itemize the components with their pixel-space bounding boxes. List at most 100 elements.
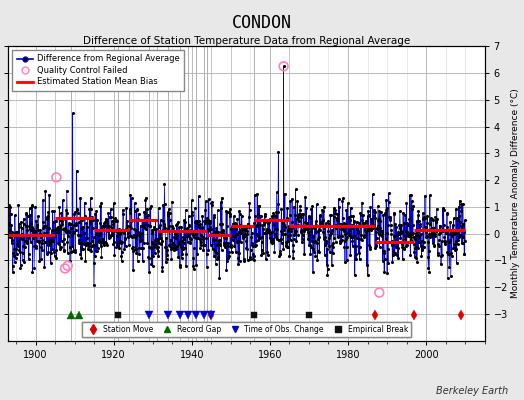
Point bbox=[121, 235, 129, 241]
Point bbox=[355, 250, 363, 256]
Point bbox=[310, 239, 318, 246]
Point bbox=[197, 232, 205, 238]
Point bbox=[340, 244, 348, 250]
Point bbox=[272, 189, 281, 196]
Point bbox=[117, 229, 125, 236]
Point bbox=[429, 230, 438, 236]
Point bbox=[337, 226, 345, 232]
Point bbox=[285, 225, 293, 232]
Point bbox=[397, 228, 406, 234]
Point bbox=[268, 238, 276, 244]
Point bbox=[158, 264, 167, 270]
Point bbox=[132, 226, 140, 233]
Point bbox=[95, 232, 103, 238]
Point bbox=[69, 110, 77, 116]
Point bbox=[69, 230, 77, 236]
Point bbox=[78, 246, 86, 253]
Point bbox=[77, 254, 85, 261]
Point bbox=[441, 238, 449, 244]
Point bbox=[417, 242, 425, 249]
Point bbox=[303, 225, 312, 231]
Point bbox=[330, 214, 338, 220]
Point bbox=[104, 228, 112, 234]
Point bbox=[345, 217, 354, 224]
Point bbox=[269, 236, 277, 242]
Point bbox=[232, 226, 240, 232]
Point bbox=[307, 205, 315, 212]
Point bbox=[66, 258, 74, 264]
Point bbox=[140, 223, 149, 230]
Point bbox=[220, 234, 228, 240]
Point bbox=[240, 226, 248, 232]
Point bbox=[114, 239, 123, 245]
Point bbox=[10, 212, 19, 219]
Point bbox=[422, 232, 431, 239]
Point bbox=[410, 240, 418, 247]
Point bbox=[274, 209, 282, 216]
Point bbox=[187, 227, 195, 234]
Point bbox=[265, 229, 274, 236]
Point bbox=[61, 265, 69, 272]
Point bbox=[438, 251, 446, 258]
Point bbox=[147, 245, 155, 252]
Point bbox=[456, 219, 464, 226]
Point bbox=[452, 237, 460, 244]
Point bbox=[182, 251, 191, 258]
Point bbox=[457, 208, 465, 214]
Point bbox=[10, 246, 18, 252]
Point bbox=[113, 218, 122, 224]
Point bbox=[367, 226, 375, 232]
Point bbox=[82, 234, 90, 241]
Point bbox=[15, 247, 23, 253]
Point bbox=[161, 225, 169, 231]
Point bbox=[249, 252, 258, 259]
Point bbox=[275, 236, 283, 243]
Point bbox=[220, 232, 228, 238]
Point bbox=[103, 222, 111, 228]
Point bbox=[117, 258, 126, 264]
Point bbox=[70, 221, 78, 228]
Point bbox=[191, 205, 199, 212]
Point bbox=[51, 217, 60, 224]
Point bbox=[389, 233, 398, 240]
Point bbox=[131, 208, 139, 214]
Point bbox=[411, 253, 419, 260]
Point bbox=[403, 228, 411, 235]
Point bbox=[161, 259, 170, 266]
Point bbox=[223, 209, 231, 215]
Text: CONDON: CONDON bbox=[232, 14, 292, 32]
Point bbox=[165, 242, 173, 248]
Point bbox=[429, 217, 438, 224]
Point bbox=[253, 230, 261, 237]
Point bbox=[351, 272, 359, 279]
Point bbox=[342, 207, 351, 214]
Point bbox=[362, 218, 370, 224]
Point bbox=[339, 195, 347, 202]
Point bbox=[216, 199, 225, 206]
Point bbox=[113, 232, 121, 239]
Point bbox=[108, 231, 117, 238]
Point bbox=[321, 251, 329, 258]
Point bbox=[49, 238, 57, 244]
Point bbox=[212, 228, 221, 234]
Point bbox=[180, 219, 189, 225]
Point bbox=[403, 220, 411, 226]
Point bbox=[457, 200, 465, 207]
Point bbox=[375, 244, 384, 250]
Point bbox=[237, 239, 245, 245]
Point bbox=[124, 229, 133, 235]
Point bbox=[292, 216, 301, 222]
Point bbox=[74, 232, 82, 238]
Point bbox=[182, 263, 190, 270]
Point bbox=[208, 198, 216, 205]
Point bbox=[20, 221, 28, 227]
Point bbox=[303, 220, 312, 226]
Point bbox=[124, 230, 133, 236]
Point bbox=[69, 248, 78, 254]
Point bbox=[362, 229, 370, 235]
Point bbox=[344, 200, 352, 206]
Point bbox=[249, 257, 258, 263]
Point bbox=[177, 228, 185, 235]
Point bbox=[143, 239, 151, 246]
Point bbox=[89, 225, 97, 232]
